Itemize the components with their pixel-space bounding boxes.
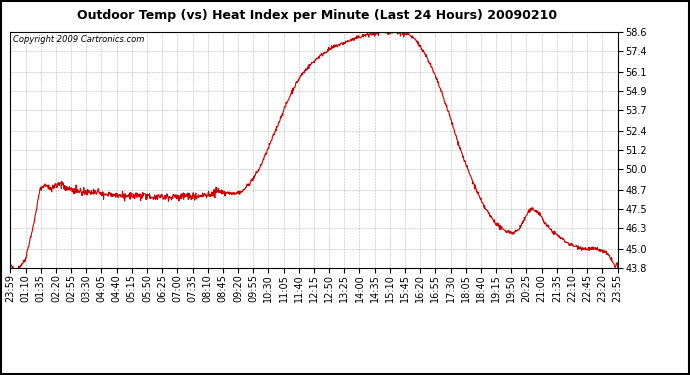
Text: Copyright 2009 Cartronics.com: Copyright 2009 Cartronics.com bbox=[13, 35, 145, 44]
Text: Outdoor Temp (vs) Heat Index per Minute (Last 24 Hours) 20090210: Outdoor Temp (vs) Heat Index per Minute … bbox=[77, 9, 558, 22]
